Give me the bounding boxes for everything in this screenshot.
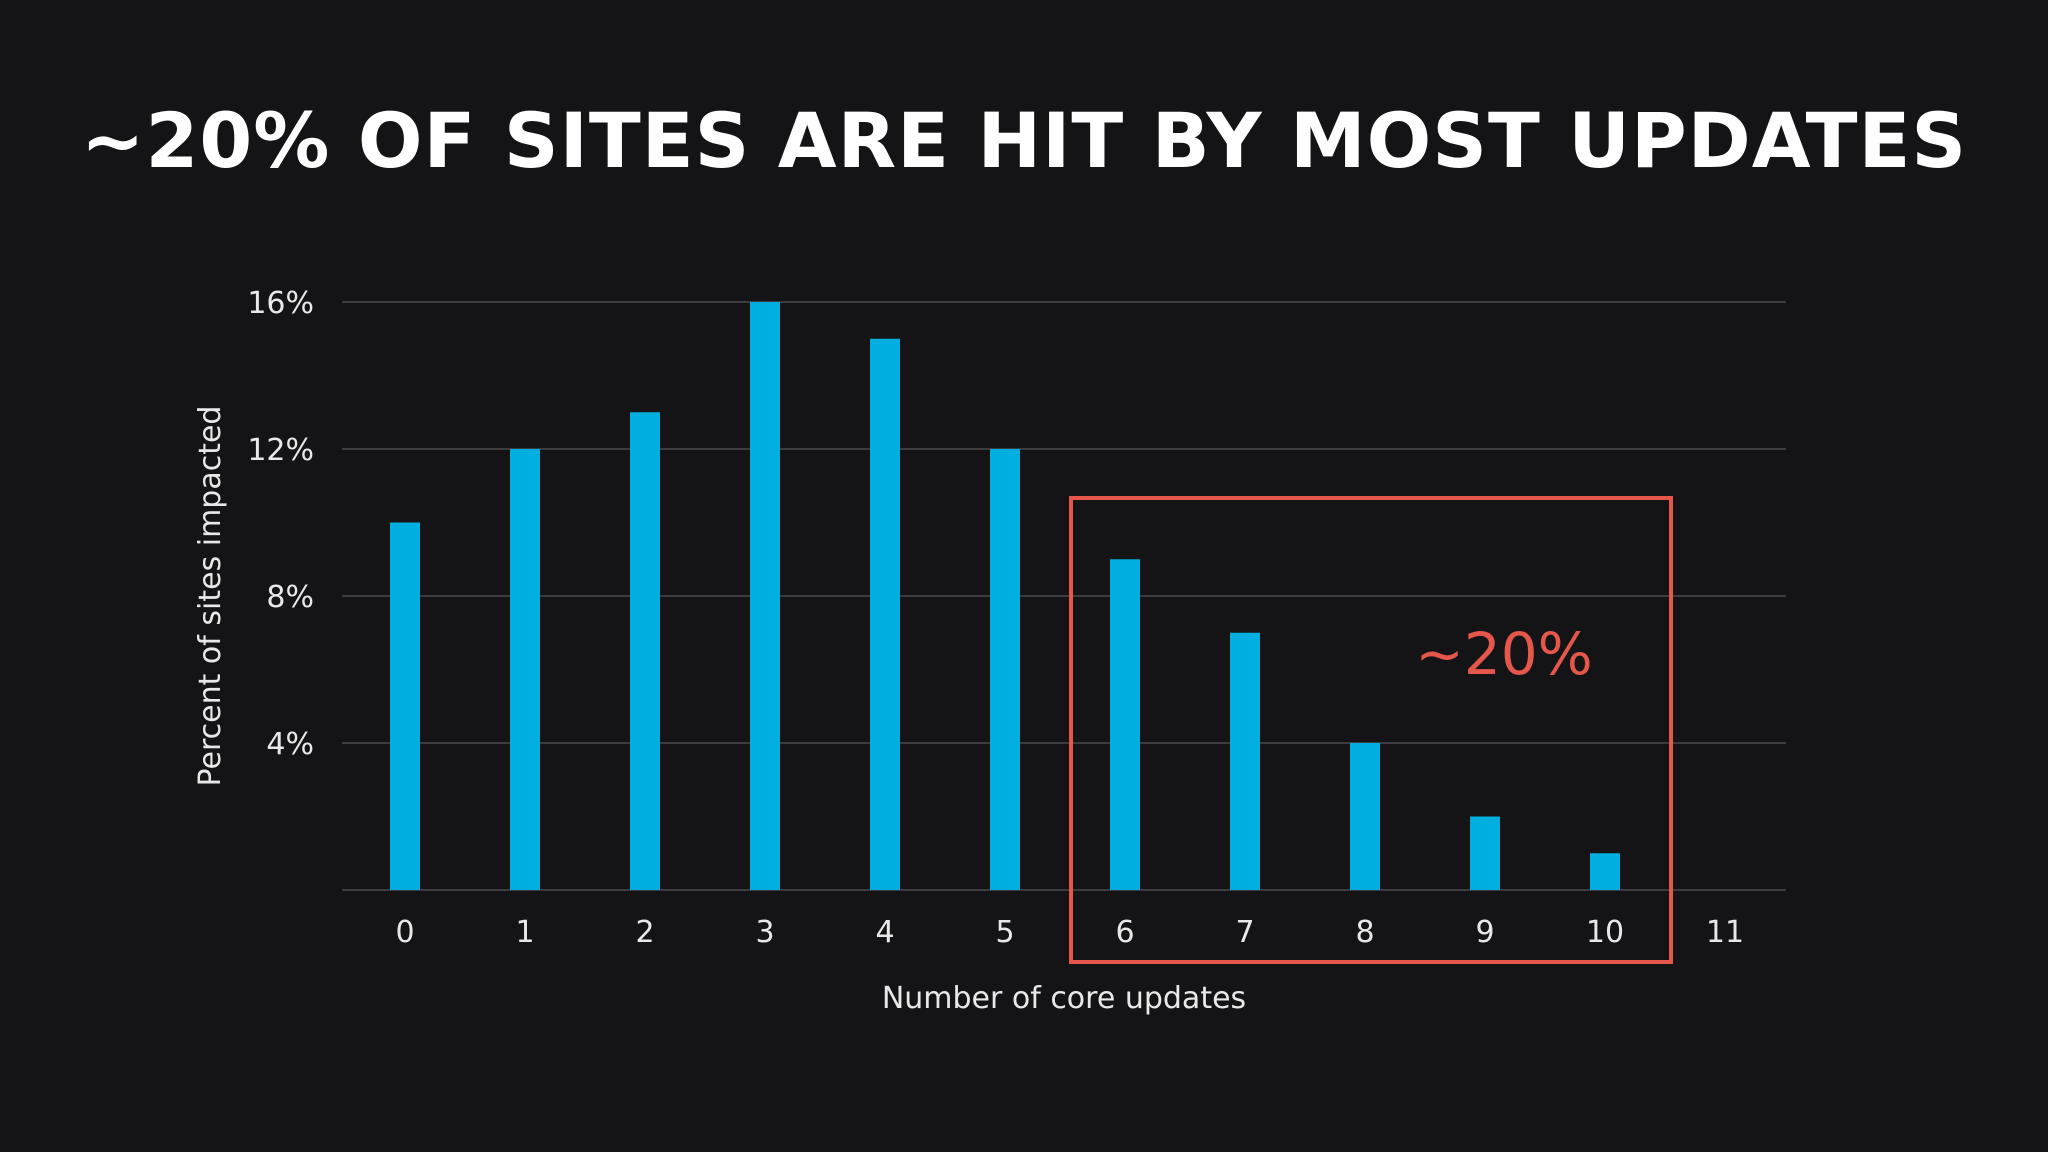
bar-3 <box>750 302 780 890</box>
bar-5 <box>990 449 1020 890</box>
y-axis-ticks: 4% 8% 12% 16% <box>247 286 314 762</box>
gridlines <box>342 301 1786 891</box>
y-tick-label: 12% <box>247 433 314 468</box>
y-tick-label: 16% <box>247 286 314 321</box>
x-tick-label: 6 <box>1115 915 1134 950</box>
x-tick-label: 9 <box>1475 915 1494 950</box>
x-tick-label: 5 <box>995 915 1014 950</box>
highlight-box <box>1069 496 1673 964</box>
y-tick-label: 4% <box>266 727 314 762</box>
bar-7 <box>1230 632 1260 890</box>
bar-6 <box>1110 559 1140 890</box>
bar-2 <box>630 412 660 890</box>
x-tick-label: 7 <box>1235 915 1254 950</box>
bar-8 <box>1350 743 1380 890</box>
annotation-label: ~20% <box>1415 620 1593 688</box>
x-tick-label: 8 <box>1355 915 1374 950</box>
y-axis-label: Percent of sites impacted <box>193 406 228 787</box>
bar-0 <box>390 522 420 890</box>
bar-9 <box>1470 816 1500 890</box>
x-tick-label: 1 <box>515 915 534 950</box>
x-tick-label: 3 <box>755 915 774 950</box>
bar-10 <box>1590 853 1620 890</box>
x-tick-label: 11 <box>1706 915 1744 950</box>
x-tick-label: 2 <box>635 915 654 950</box>
x-tick-label: 10 <box>1586 915 1624 950</box>
x-axis-label: Number of core updates <box>882 981 1246 1016</box>
x-axis-ticks: 0 1 2 3 4 5 6 7 8 9 10 11 <box>395 915 1744 950</box>
bar-4 <box>870 338 900 890</box>
y-tick-label: 8% <box>266 580 314 615</box>
x-tick-label: 4 <box>875 915 894 950</box>
bars <box>390 302 1620 890</box>
page-title: ~20% OF SITES ARE HIT BY MOST UPDATES <box>80 96 1968 185</box>
x-tick-label: 0 <box>395 915 414 950</box>
bar-1 <box>510 449 540 890</box>
